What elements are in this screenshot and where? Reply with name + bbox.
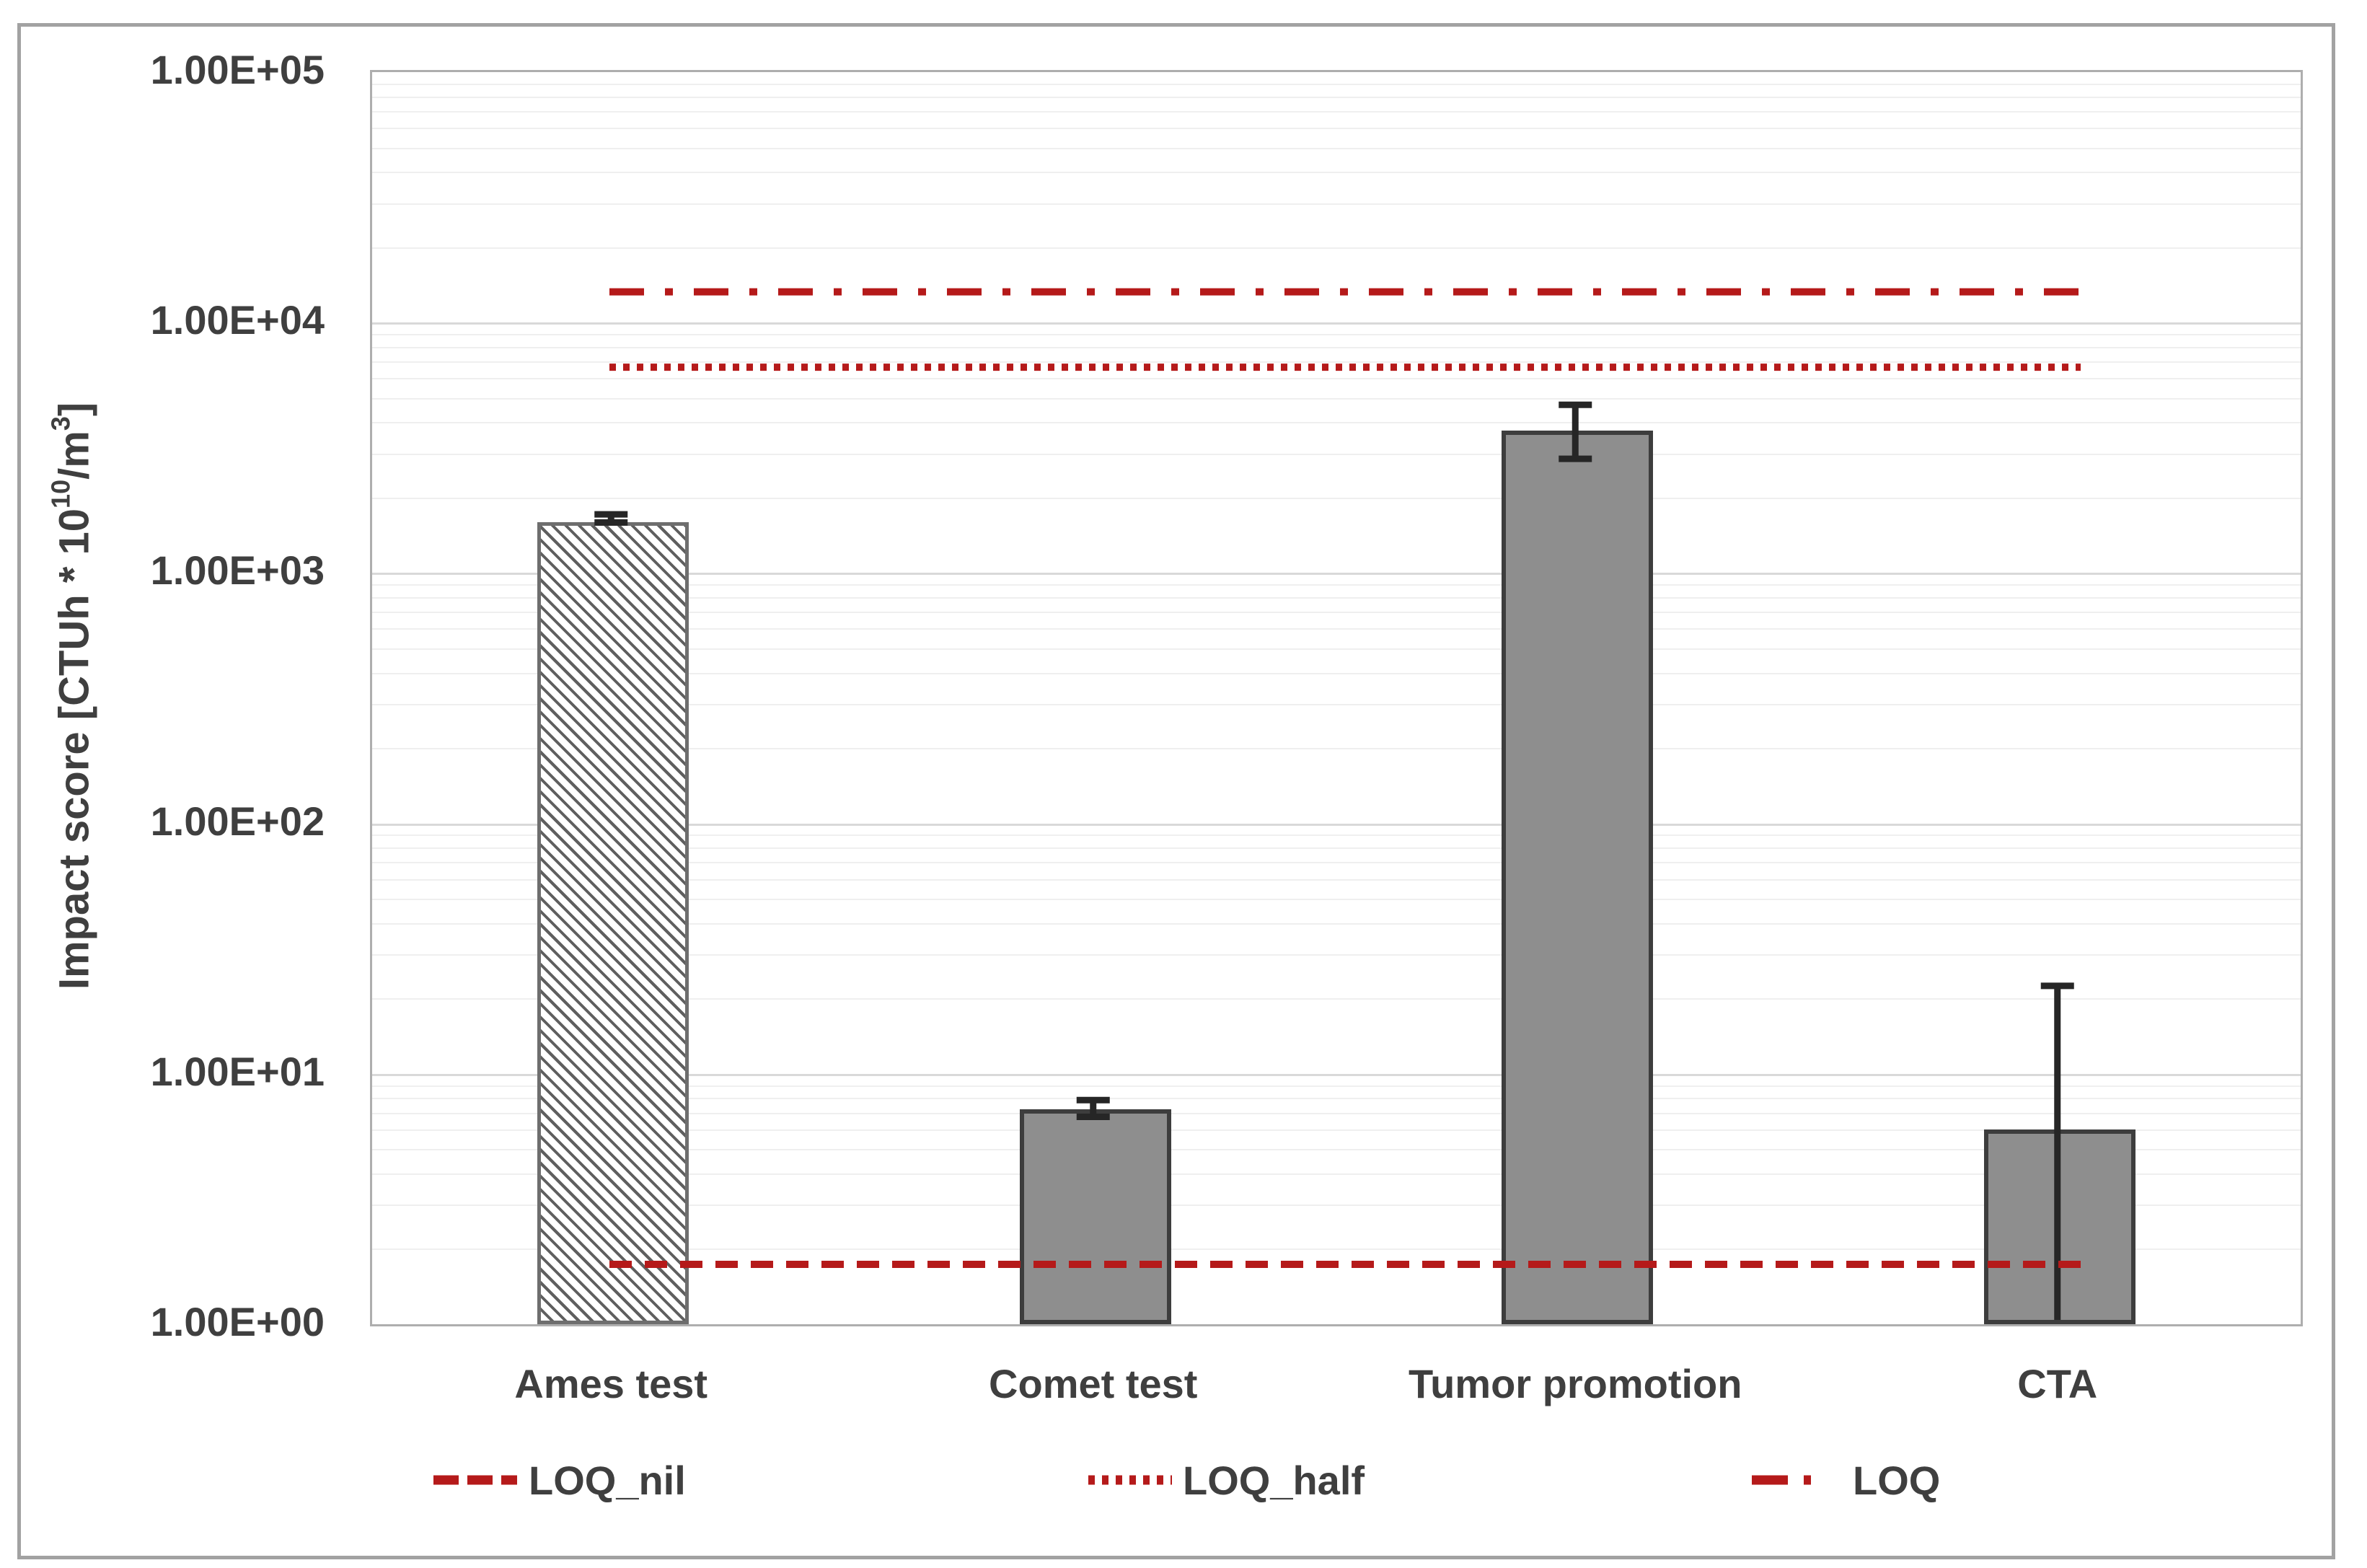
y-axis-title-sup-3: 3 [45,416,76,431]
legend-label: LOQ [1853,1457,1941,1503]
minor-gridline [372,497,2301,499]
minor-gridline [372,703,2301,705]
minor-gridline [372,203,2301,205]
minor-gridline [372,847,2301,850]
minor-gridline [372,83,2301,85]
minor-gridline [372,96,2301,98]
y-tick-label: 1.00E+00 [150,1299,325,1344]
error-bar-ames-test [594,511,628,526]
minor-gridline [372,628,2301,630]
x-category-label: Comet test [989,1361,1198,1406]
y-tick-label: 1.00E+02 [150,798,325,844]
minor-gridline [372,1204,2301,1207]
minor-gridline [372,998,2301,1000]
x-category-label: Tumor promotion [1409,1361,1742,1406]
minor-gridline [372,1112,2301,1114]
legend-item-loq-half: LOQ_half [1088,1454,1365,1506]
minor-gridline [372,954,2301,956]
minor-gridline [372,128,2301,130]
error-bar-tumor-promotion [1559,401,1592,462]
minor-gridline [372,584,2301,586]
bar-tumor-promotion [1502,431,1654,1324]
plot-area [370,70,2303,1326]
minor-gridline [372,1149,2301,1151]
major-gridline [372,1073,2301,1076]
minor-gridline [372,1098,2301,1100]
x-category-label: Ames test [514,1361,708,1406]
minor-gridline [372,922,2301,925]
y-axis-title-mid: /m [50,431,98,480]
legend-item-loq: LOQ [1752,1454,1940,1506]
y-axis-title: Impact score [CTUh * 1010/m3] [46,402,99,990]
legend-item-loq-nil: LOQ_nil [433,1454,686,1506]
major-gridline [372,573,2301,576]
minor-gridline [372,397,2301,400]
bar-comet-test [1019,1109,1171,1324]
y-axis-title-sup-10: 10 [45,479,76,508]
minor-gridline [372,748,2301,750]
minor-gridline [372,899,2301,901]
major-gridline [372,823,2301,826]
minor-gridline [372,378,2301,380]
x-category-label: CTA [2017,1361,2098,1406]
minor-gridline [372,834,2301,837]
minor-gridline [372,878,2301,881]
error-bar-cta [2040,982,2074,1321]
minor-gridline [372,648,2301,650]
minor-gridline [372,1085,2301,1087]
dotted-line-swatch-icon [1088,1475,1172,1485]
dash-dot-line-swatch-icon [1752,1475,1827,1485]
minor-gridline [372,597,2301,599]
minor-gridline [372,346,2301,348]
minor-gridline [372,172,2301,174]
minor-gridline [372,110,2301,113]
error-bar-comet-test [1076,1096,1110,1120]
y-axis-title-suffix: ] [50,402,98,417]
major-gridline [372,322,2301,325]
minor-gridline [372,147,2301,149]
minor-gridline [372,1173,2301,1175]
y-tick-label: 1.00E+03 [150,547,325,594]
minor-gridline [372,422,2301,424]
legend-label: LOQ_half [1183,1457,1365,1503]
minor-gridline [372,862,2301,864]
minor-gridline [372,1248,2301,1251]
minor-gridline [372,612,2301,614]
y-tick-label: 1.00E+01 [150,1048,325,1094]
chart-overlay [594,288,2081,1321]
dashed-line-swatch-icon [433,1475,517,1485]
minor-gridline [372,1129,2301,1131]
minor-gridline [372,334,2301,336]
legend-label: LOQ_nil [529,1457,686,1503]
y-tick-label: 1.00E+05 [150,47,325,92]
minor-gridline [372,453,2301,455]
y-tick-label: 1.00E+04 [150,297,325,343]
minor-gridline [372,672,2301,674]
minor-gridline [372,247,2301,249]
minor-gridline [372,361,2301,363]
bar-ames-test [537,521,689,1324]
